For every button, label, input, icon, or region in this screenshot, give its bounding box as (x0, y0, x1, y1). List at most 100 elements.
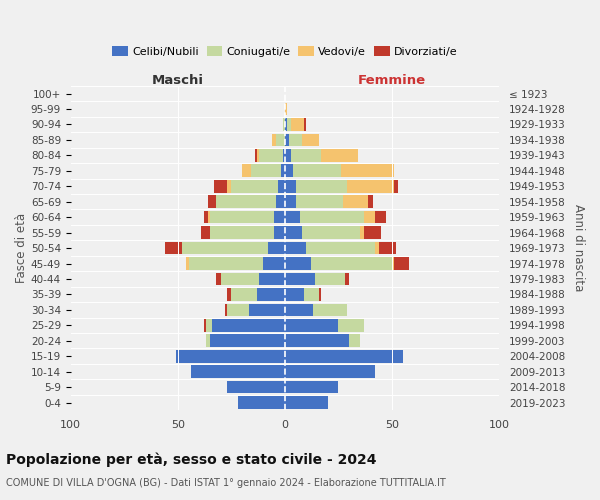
Bar (293, 164, 341, 177)
Bar (214, 180, 227, 192)
Bar (165, 242, 182, 254)
Bar (257, 149, 259, 162)
Bar (341, 164, 394, 177)
Bar (272, 134, 277, 146)
Bar (285, 118, 287, 131)
Bar (285, 366, 375, 378)
Bar (302, 226, 360, 239)
Bar (278, 180, 285, 192)
Bar (188, 257, 263, 270)
Bar (289, 134, 302, 146)
Bar (285, 319, 338, 332)
Bar (232, 288, 257, 300)
Bar (311, 257, 392, 270)
Bar (322, 149, 358, 162)
Bar (277, 196, 285, 208)
Bar (227, 180, 232, 192)
Bar (285, 180, 296, 192)
Bar (304, 288, 319, 300)
Bar (285, 149, 292, 162)
Text: Maschi: Maschi (152, 74, 204, 86)
Bar (285, 211, 300, 224)
Bar (368, 196, 373, 208)
Bar (285, 304, 313, 316)
Bar (285, 164, 293, 177)
Bar (304, 118, 307, 131)
Bar (375, 211, 386, 224)
Bar (268, 242, 285, 254)
Bar (283, 118, 285, 131)
Bar (208, 196, 217, 208)
Bar (347, 180, 394, 192)
Bar (210, 334, 285, 347)
Bar (285, 350, 403, 362)
Bar (206, 334, 210, 347)
Bar (285, 334, 349, 347)
Bar (338, 319, 364, 332)
Bar (285, 102, 287, 116)
Bar (221, 272, 259, 285)
Bar (274, 226, 285, 239)
Bar (285, 381, 338, 394)
Bar (287, 118, 292, 131)
Bar (319, 288, 322, 300)
Bar (248, 304, 285, 316)
Bar (296, 180, 347, 192)
Bar (203, 211, 208, 224)
Bar (242, 164, 251, 177)
Bar (375, 242, 379, 254)
Bar (283, 149, 285, 162)
Bar (285, 226, 302, 239)
Bar (285, 134, 289, 146)
Bar (274, 211, 285, 224)
Text: Popolazione per età, sesso e stato civile - 2024: Popolazione per età, sesso e stato civil… (6, 452, 377, 467)
Bar (208, 211, 210, 224)
Text: Femmine: Femmine (358, 74, 426, 86)
Bar (364, 211, 375, 224)
Bar (202, 226, 210, 239)
Bar (349, 334, 360, 347)
Y-axis label: Fasce di età: Fasce di età (15, 213, 28, 283)
Legend: Celibi/Nubili, Coniugati/e, Vedovi/e, Divorziati/e: Celibi/Nubili, Coniugati/e, Vedovi/e, Di… (112, 46, 458, 57)
Bar (285, 257, 311, 270)
Bar (238, 396, 285, 409)
Bar (281, 164, 285, 177)
Bar (259, 272, 285, 285)
Bar (379, 242, 396, 254)
Bar (176, 350, 285, 362)
Bar (212, 319, 285, 332)
Bar (285, 396, 328, 409)
Bar (227, 381, 285, 394)
Bar (210, 226, 274, 239)
Bar (392, 257, 394, 270)
Bar (364, 226, 381, 239)
Bar (263, 257, 285, 270)
Bar (210, 211, 274, 224)
Bar (191, 366, 285, 378)
Bar (277, 134, 285, 146)
Bar (313, 304, 347, 316)
Bar (285, 272, 315, 285)
Bar (257, 288, 285, 300)
Text: COMUNE DI VILLA D'OGNA (BG) - Dati ISTAT 1° gennaio 2024 - Elaborazione TUTTITAL: COMUNE DI VILLA D'OGNA (BG) - Dati ISTAT… (6, 478, 446, 488)
Bar (394, 257, 409, 270)
Bar (292, 149, 322, 162)
Bar (307, 242, 375, 254)
Bar (227, 288, 232, 300)
Bar (315, 272, 345, 285)
Bar (360, 226, 364, 239)
Bar (285, 288, 304, 300)
Bar (394, 180, 398, 192)
Bar (302, 134, 319, 146)
Bar (217, 196, 277, 208)
Bar (255, 149, 257, 162)
Bar (343, 196, 368, 208)
Bar (232, 180, 278, 192)
Bar (187, 257, 188, 270)
Bar (251, 164, 281, 177)
Bar (217, 272, 221, 285)
Bar (300, 211, 364, 224)
Bar (292, 118, 304, 131)
Bar (259, 149, 283, 162)
Bar (345, 272, 349, 285)
